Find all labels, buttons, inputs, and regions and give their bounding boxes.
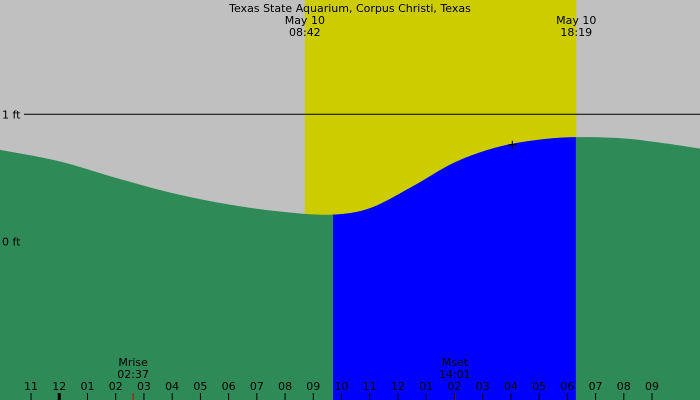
x-tick-label: 02 bbox=[109, 380, 123, 393]
moon-event-time: 14:01 bbox=[439, 368, 471, 381]
x-tick-label: 02 bbox=[447, 380, 461, 393]
x-tick-label: 06 bbox=[560, 380, 574, 393]
x-tick-label: 09 bbox=[306, 380, 320, 393]
moon-event-time: 02:37 bbox=[117, 368, 149, 381]
x-axis-ticks: 11 12 01 02 03 04 05 06 07 08 09 10 11 12 01 02 03 04 05 06… bbox=[24, 380, 659, 400]
x-tick-label: 06 bbox=[222, 380, 236, 393]
moon-event-label: Mrise bbox=[118, 356, 148, 369]
y-tick-label: 0 ft bbox=[2, 235, 21, 248]
y-tick-label: 1 ft bbox=[2, 108, 21, 121]
y-axis-labels: 1 ft 0 ft bbox=[2, 108, 21, 248]
x-tick-label: 04 bbox=[165, 380, 179, 393]
x-tick-label: 09 bbox=[645, 380, 659, 393]
x-tick-label: 03 bbox=[476, 380, 490, 393]
x-tick-label: 05 bbox=[193, 380, 207, 393]
sun-event-date: May 10 bbox=[285, 14, 325, 27]
x-tick-label: 08 bbox=[617, 380, 631, 393]
tide-highlight-area bbox=[333, 137, 576, 400]
x-tick-label: 05 bbox=[532, 380, 546, 393]
x-tick-label: 11 bbox=[24, 380, 38, 393]
sun-event-time: 08:42 bbox=[289, 26, 321, 39]
x-tick-label: 08 bbox=[278, 380, 292, 393]
sun-event-date: May 10 bbox=[556, 14, 596, 27]
moon-event-label: Mset bbox=[442, 356, 469, 369]
x-tick-label: 04 bbox=[504, 380, 518, 393]
x-tick-label: 01 bbox=[81, 380, 95, 393]
x-tick-label: 01 bbox=[419, 380, 433, 393]
x-tick-label: 07 bbox=[589, 380, 603, 393]
current-tide-marker bbox=[508, 140, 517, 149]
x-tick-label: 12 bbox=[391, 380, 405, 393]
chart-title: Texas State Aquarium, Corpus Christi, Te… bbox=[228, 2, 471, 15]
sun-event-time: 18:19 bbox=[560, 26, 592, 39]
x-tick-label: 12 bbox=[52, 380, 66, 393]
x-tick-label: 11 bbox=[363, 380, 377, 393]
x-tick-label: 07 bbox=[250, 380, 264, 393]
x-tick-label: 03 bbox=[137, 380, 151, 393]
x-tick-label: 10 bbox=[335, 380, 349, 393]
